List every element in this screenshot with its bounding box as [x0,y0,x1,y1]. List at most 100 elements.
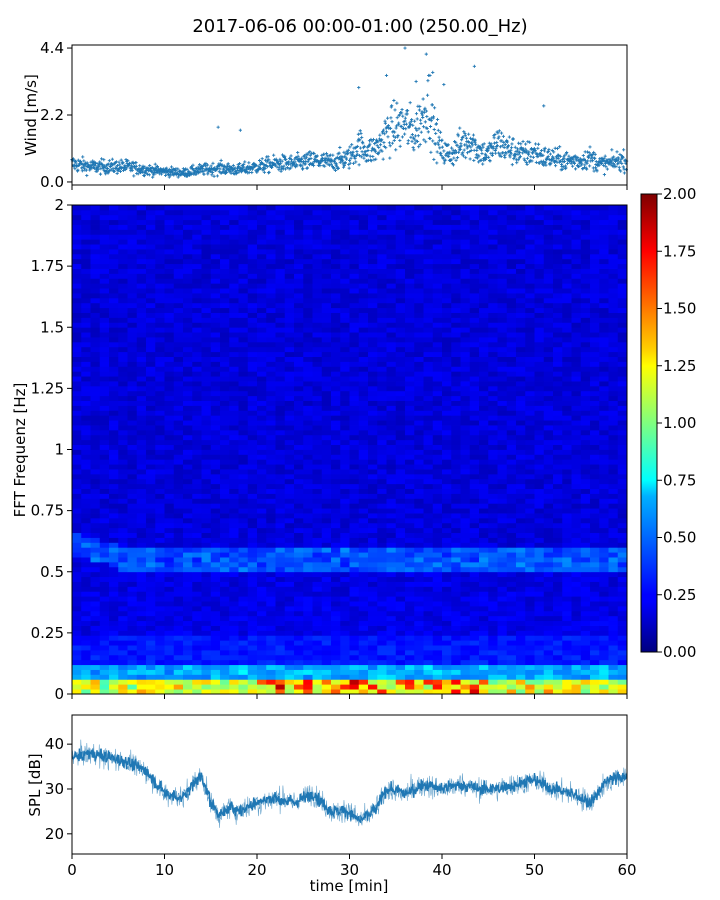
spectrogram-cell [81,513,91,519]
wind-point [495,140,499,145]
spectrogram-cell [229,425,239,431]
spectrogram-cell [442,537,452,543]
spectrogram-cell [247,581,258,587]
wind-point [251,166,255,170]
spectrogram-cell [488,605,498,612]
spectrogram-cell [146,444,156,450]
spectrogram-cell [580,429,591,436]
spectrogram-cell [81,610,91,617]
spectrogram-cell [590,517,600,524]
spectrogram-cell [81,542,91,548]
spectrogram-cell [266,674,276,680]
spectrogram-cell [460,425,471,431]
wind-point [331,153,335,157]
spectrogram-cell [155,561,165,568]
spectrogram-cell [136,654,147,661]
spectrogram-cell [377,449,387,455]
spectrogram-cell [72,669,82,675]
spectrogram-cell [405,537,415,543]
spectrogram-cell [72,478,82,485]
spectrogram-cell [275,674,286,680]
spectrogram-cell [349,420,360,426]
wind-point [238,128,242,132]
spectrogram-cell [275,464,286,470]
spectrogram-cell [469,674,480,680]
spectrogram-cell [590,601,600,607]
spectrogram-cell [229,532,239,538]
spectrogram-cell [118,679,128,685]
spectrogram-cell [608,674,619,680]
spectrogram-cell [118,645,128,651]
spectrogram-cell [90,586,101,592]
wind-point [219,158,223,163]
spectrogram-cell [183,493,193,499]
spectrogram-cell [571,659,582,666]
spectrogram-cell [312,561,323,568]
spectrogram-cell [368,532,378,538]
wind-point [138,164,142,168]
spectrogram-cell [155,410,165,416]
spectrogram-cell [127,537,138,543]
spectrogram-cell [571,503,582,509]
spectrogram-cell [534,586,545,592]
spectrogram-cell [164,508,175,514]
spectrogram-cell [543,522,554,529]
spectrogram-cell [275,571,286,578]
spectrogram-cell [284,601,295,607]
spectrogram-cell [183,488,193,494]
spectrogram-cell [368,620,378,626]
spectrogram-cell [525,610,535,617]
spectrogram-cell [109,483,119,490]
spectrogram-cell [497,625,508,631]
spectrogram-cell [72,679,82,685]
spectrogram-cell [377,601,387,607]
spectrogram-cell [590,459,600,465]
spectrogram-cell [377,513,387,519]
spectrogram-cell [432,537,443,543]
wind-point [153,162,157,166]
spectrogram-cell [442,483,452,490]
spectrogram-cell [266,601,276,607]
spectrogram-cell [331,503,341,509]
spectrogram-cell [192,493,202,499]
spectrogram-cell [368,561,378,568]
spectrogram-cell [442,610,452,617]
spectrogram-cell [534,659,545,666]
spectrogram-cell [358,434,369,441]
spectrogram-cell [331,508,341,514]
spectrogram-cell [423,615,434,622]
spectrogram-cell [173,552,184,558]
spectrogram-cell [303,473,313,480]
spectrogram-cell [275,517,286,524]
spectrogram-cell [321,537,332,543]
spectrogram-cell [99,464,110,470]
spectrogram-cell [442,478,452,485]
spectrogram-cell [340,669,350,675]
spectrogram-cell [617,488,628,494]
spectrogram-cell [294,542,304,548]
spectrogram-cell [580,478,591,485]
spectrogram-cell [599,640,609,646]
spectrogram-cell [543,508,554,514]
spectrogram-cell [136,664,147,670]
spectrogram-cell [155,576,165,582]
wind-point [362,144,366,148]
spectrogram-cell [479,420,489,426]
wind-point [117,160,121,164]
wind-point [82,166,86,170]
spectrogram-cell [229,620,239,626]
spectrogram-cell [386,615,397,622]
spectrogram-cell [543,537,554,543]
spectrogram-cell [562,483,572,490]
spectrogram-cell [192,654,202,661]
spectrogram-cell [136,620,147,626]
spectrogram-cell [442,547,452,553]
spectrogram-cell [617,610,628,617]
spectrogram-cell [266,664,276,670]
spectrogram-cell [571,674,582,680]
spectrogram-cell [525,439,535,446]
wind-point [191,163,195,167]
wind-point [225,170,229,175]
spectrogram-cell [192,444,202,450]
spectrogram-cell [516,425,526,431]
